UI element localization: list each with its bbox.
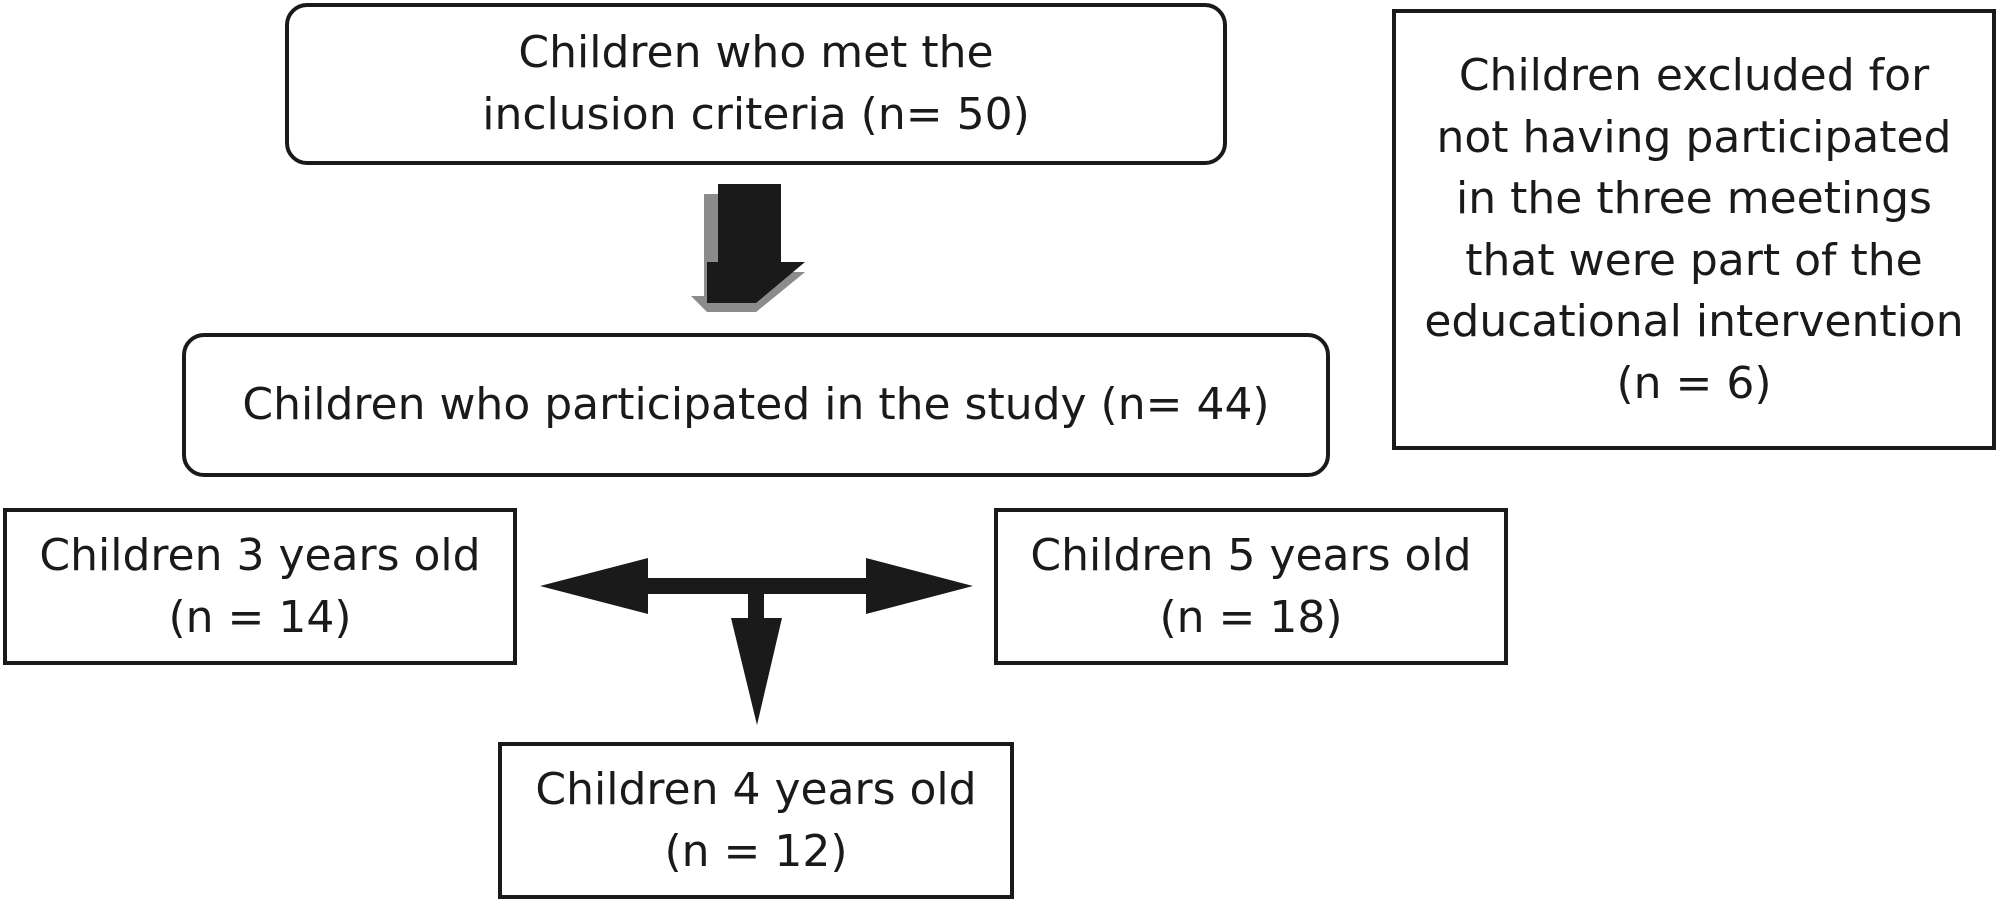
- participated-line-1: Children who participated in the study (…: [242, 379, 1270, 430]
- excluded-line-1: Children excluded for: [1458, 50, 1930, 101]
- excluded-line-3: in the three meetings: [1456, 173, 1932, 224]
- excluded-line-6: (n = 6): [1616, 357, 1772, 409]
- branch-horizontal-bar: [640, 578, 870, 594]
- excluded-line-5: educational intervention: [1424, 296, 1964, 347]
- age5-line-1: Children 5 years old: [1030, 529, 1472, 581]
- age4-line-2: (n = 12): [664, 825, 848, 877]
- branch-arrows: [540, 558, 973, 725]
- excluded-line-2: not having participated: [1436, 111, 1952, 163]
- excluded-line-4: that were part of the: [1465, 234, 1923, 286]
- excluded-children-box: Children excluded for not having partici…: [1392, 9, 1996, 450]
- age3-line-1: Children 3 years old: [39, 529, 481, 581]
- branch-vertical-stem: [748, 590, 764, 624]
- inclusion-line-2: inclusion criteria (n= 50): [482, 89, 1030, 140]
- left-arrowhead: [540, 558, 648, 614]
- inclusion-criteria-box: Children who met the inclusion criteria …: [285, 3, 1227, 165]
- participated-study-box: Children who participated in the study (…: [182, 333, 1330, 477]
- inclusion-line-1: Children who met the: [518, 27, 994, 78]
- age-5-box: Children 5 years old (n = 18): [994, 508, 1508, 665]
- down-arrow-body: [707, 184, 805, 303]
- age-4-box: Children 4 years old (n = 12): [498, 742, 1014, 899]
- age-3-box: Children 3 years old (n = 14): [3, 508, 517, 665]
- age5-line-2: (n = 18): [1159, 591, 1343, 643]
- age4-line-1: Children 4 years old: [535, 763, 977, 815]
- age3-line-2: (n = 14): [168, 591, 352, 643]
- down-arrow-inclusion-to-study: [691, 184, 805, 312]
- down-arrowhead-age4: [731, 618, 782, 725]
- right-arrowhead: [866, 558, 973, 614]
